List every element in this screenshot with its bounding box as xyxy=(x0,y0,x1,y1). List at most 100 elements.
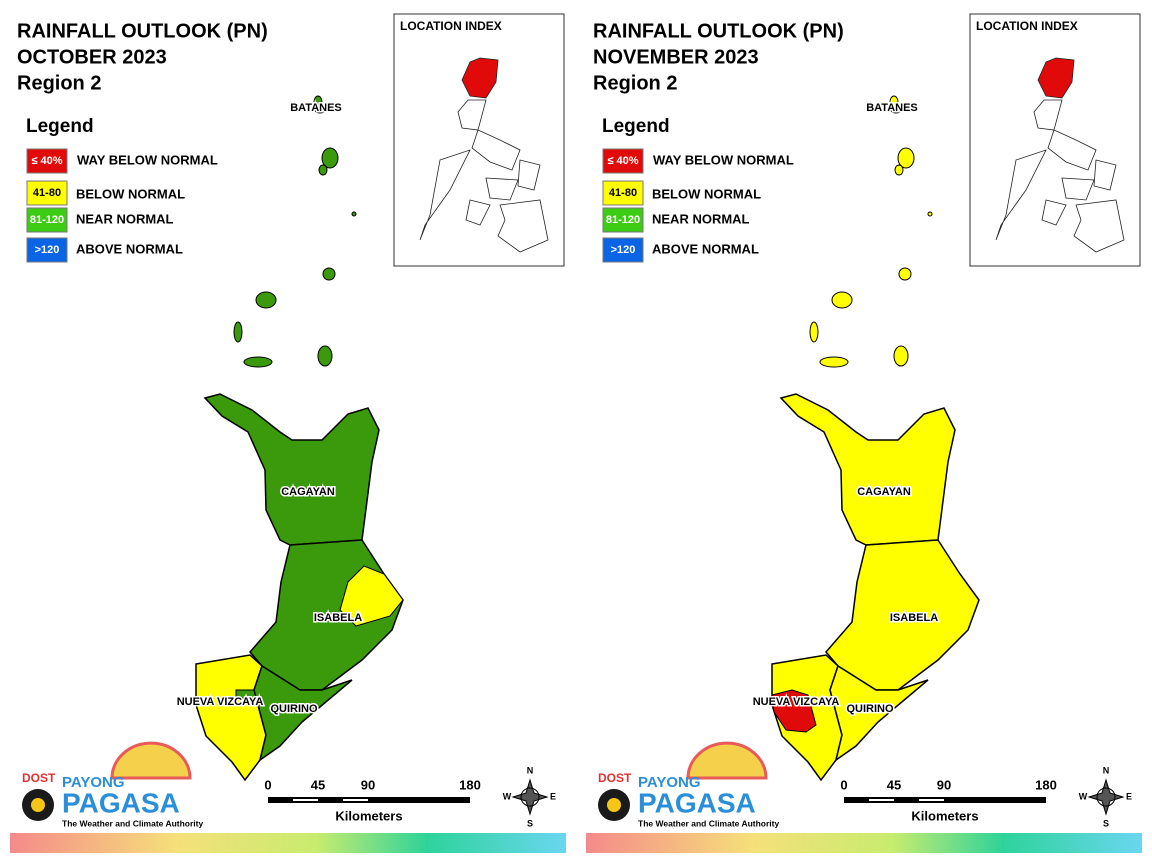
inset-island xyxy=(1041,199,1067,226)
inset-island xyxy=(1093,159,1117,191)
inset-island xyxy=(485,177,519,201)
island xyxy=(318,164,328,176)
province xyxy=(253,664,353,762)
scale-tick: 180 xyxy=(459,777,481,792)
scale-segment xyxy=(343,799,368,801)
inset-title: LOCATION INDEX xyxy=(400,19,502,33)
scale-tick: 45 xyxy=(311,777,325,792)
logo-emblem-inner xyxy=(607,798,621,812)
legend-swatch xyxy=(602,148,644,174)
compass-label: E xyxy=(550,791,556,801)
logo-brand-top: PAYONG xyxy=(62,774,125,791)
scale-tick: 0 xyxy=(840,777,847,792)
province-label: QUIRINO xyxy=(846,703,894,715)
color-band xyxy=(10,833,566,853)
compass-label: S xyxy=(527,818,533,828)
title-line: NOVEMBER 2023 xyxy=(593,46,759,68)
legend-swatch xyxy=(602,207,644,233)
province xyxy=(203,393,380,546)
panel: RAINFALL OUTLOOK (PN) NOVEMBER 2023 Region… xyxy=(586,13,1142,853)
title-line: RAINFALL OUTLOOK (PN) xyxy=(17,20,268,42)
province xyxy=(779,393,956,546)
legend-code: ≤ 40% xyxy=(31,155,62,167)
island xyxy=(890,106,902,114)
island xyxy=(898,267,912,281)
scale-bar xyxy=(844,797,1046,803)
legend-label: NEAR NORMAL xyxy=(652,211,750,226)
legend-title: Legend xyxy=(602,116,670,137)
logo-tagline: The Weather and Climate Authority xyxy=(62,818,203,828)
logo-brand: PAGASA xyxy=(638,787,756,818)
scale-tick: 90 xyxy=(937,777,951,792)
inset-island xyxy=(517,159,541,191)
province xyxy=(195,654,267,782)
compass-label: S xyxy=(1103,818,1109,828)
legend-label: BELOW NORMAL xyxy=(76,186,185,201)
scale-segment xyxy=(869,799,894,801)
legend-label: WAY BELOW NORMAL xyxy=(77,152,218,167)
title-line: RAINFALL OUTLOOK (PN) xyxy=(593,20,844,42)
inset-island xyxy=(497,199,549,253)
scale-tick: 45 xyxy=(887,777,901,792)
island xyxy=(314,106,326,114)
legend-code: >120 xyxy=(35,244,60,256)
province-label: NUEVA VIZCAYA xyxy=(177,696,264,708)
compass-label: W xyxy=(503,791,512,801)
scale-segment xyxy=(919,799,944,801)
island xyxy=(351,211,357,217)
province-label: CAGAYAN xyxy=(857,486,911,498)
inset-island xyxy=(471,129,521,171)
legend-swatch xyxy=(26,207,68,233)
logo-tagline: The Weather and Climate Authority xyxy=(638,818,779,828)
legend-swatch xyxy=(602,180,644,206)
inset-island xyxy=(1047,129,1097,171)
legend-swatch xyxy=(26,237,68,263)
inset-island xyxy=(461,57,499,99)
island xyxy=(317,345,333,367)
province-label: CAGAYAN xyxy=(281,486,335,498)
province-label: BATANES xyxy=(290,102,342,114)
province-label: ISABELA xyxy=(314,612,362,624)
scale-tick: 0 xyxy=(264,777,271,792)
legend-label: ABOVE NORMAL xyxy=(76,241,183,256)
compass-label: N xyxy=(527,765,534,775)
logo-emblem-inner xyxy=(31,798,45,812)
island xyxy=(255,291,277,309)
compass-ring xyxy=(1096,787,1116,807)
legend-label: ABOVE NORMAL xyxy=(652,241,759,256)
legend-label: BELOW NORMAL xyxy=(652,186,761,201)
province-label: QUIRINO xyxy=(270,703,318,715)
scale-tick: 180 xyxy=(1035,777,1057,792)
compass-rose xyxy=(1087,778,1125,816)
legend-code: 41-80 xyxy=(609,187,637,199)
inset-island xyxy=(1073,199,1125,253)
scale-segment xyxy=(293,799,318,801)
legend-label: NEAR NORMAL xyxy=(76,211,174,226)
compass-label: W xyxy=(1079,791,1088,801)
province-label: ISABELA xyxy=(890,612,938,624)
compass-rose xyxy=(511,778,549,816)
province-patch xyxy=(771,689,817,733)
island xyxy=(819,356,849,368)
island xyxy=(809,321,819,343)
scale-bar xyxy=(268,797,470,803)
scale-tick: 90 xyxy=(361,777,375,792)
color-band xyxy=(586,833,1142,853)
inset-island xyxy=(1033,99,1063,131)
logo-umbrella xyxy=(686,741,768,780)
title-line: Region 2 xyxy=(17,72,101,94)
legend-swatch xyxy=(26,148,68,174)
scale-unit: Kilometers xyxy=(911,808,978,823)
island xyxy=(893,345,909,367)
logo-brand-top: PAYONG xyxy=(638,774,701,791)
title-line: Region 2 xyxy=(593,72,677,94)
scale-unit: Kilometers xyxy=(335,808,402,823)
province xyxy=(829,664,929,762)
legend-label: WAY BELOW NORMAL xyxy=(653,152,794,167)
province-patch xyxy=(339,565,404,627)
legend-swatch xyxy=(26,180,68,206)
legend-code: 41-80 xyxy=(33,187,61,199)
inset-island xyxy=(457,99,487,131)
island xyxy=(321,147,339,169)
logo-agency: DOST xyxy=(598,771,632,785)
